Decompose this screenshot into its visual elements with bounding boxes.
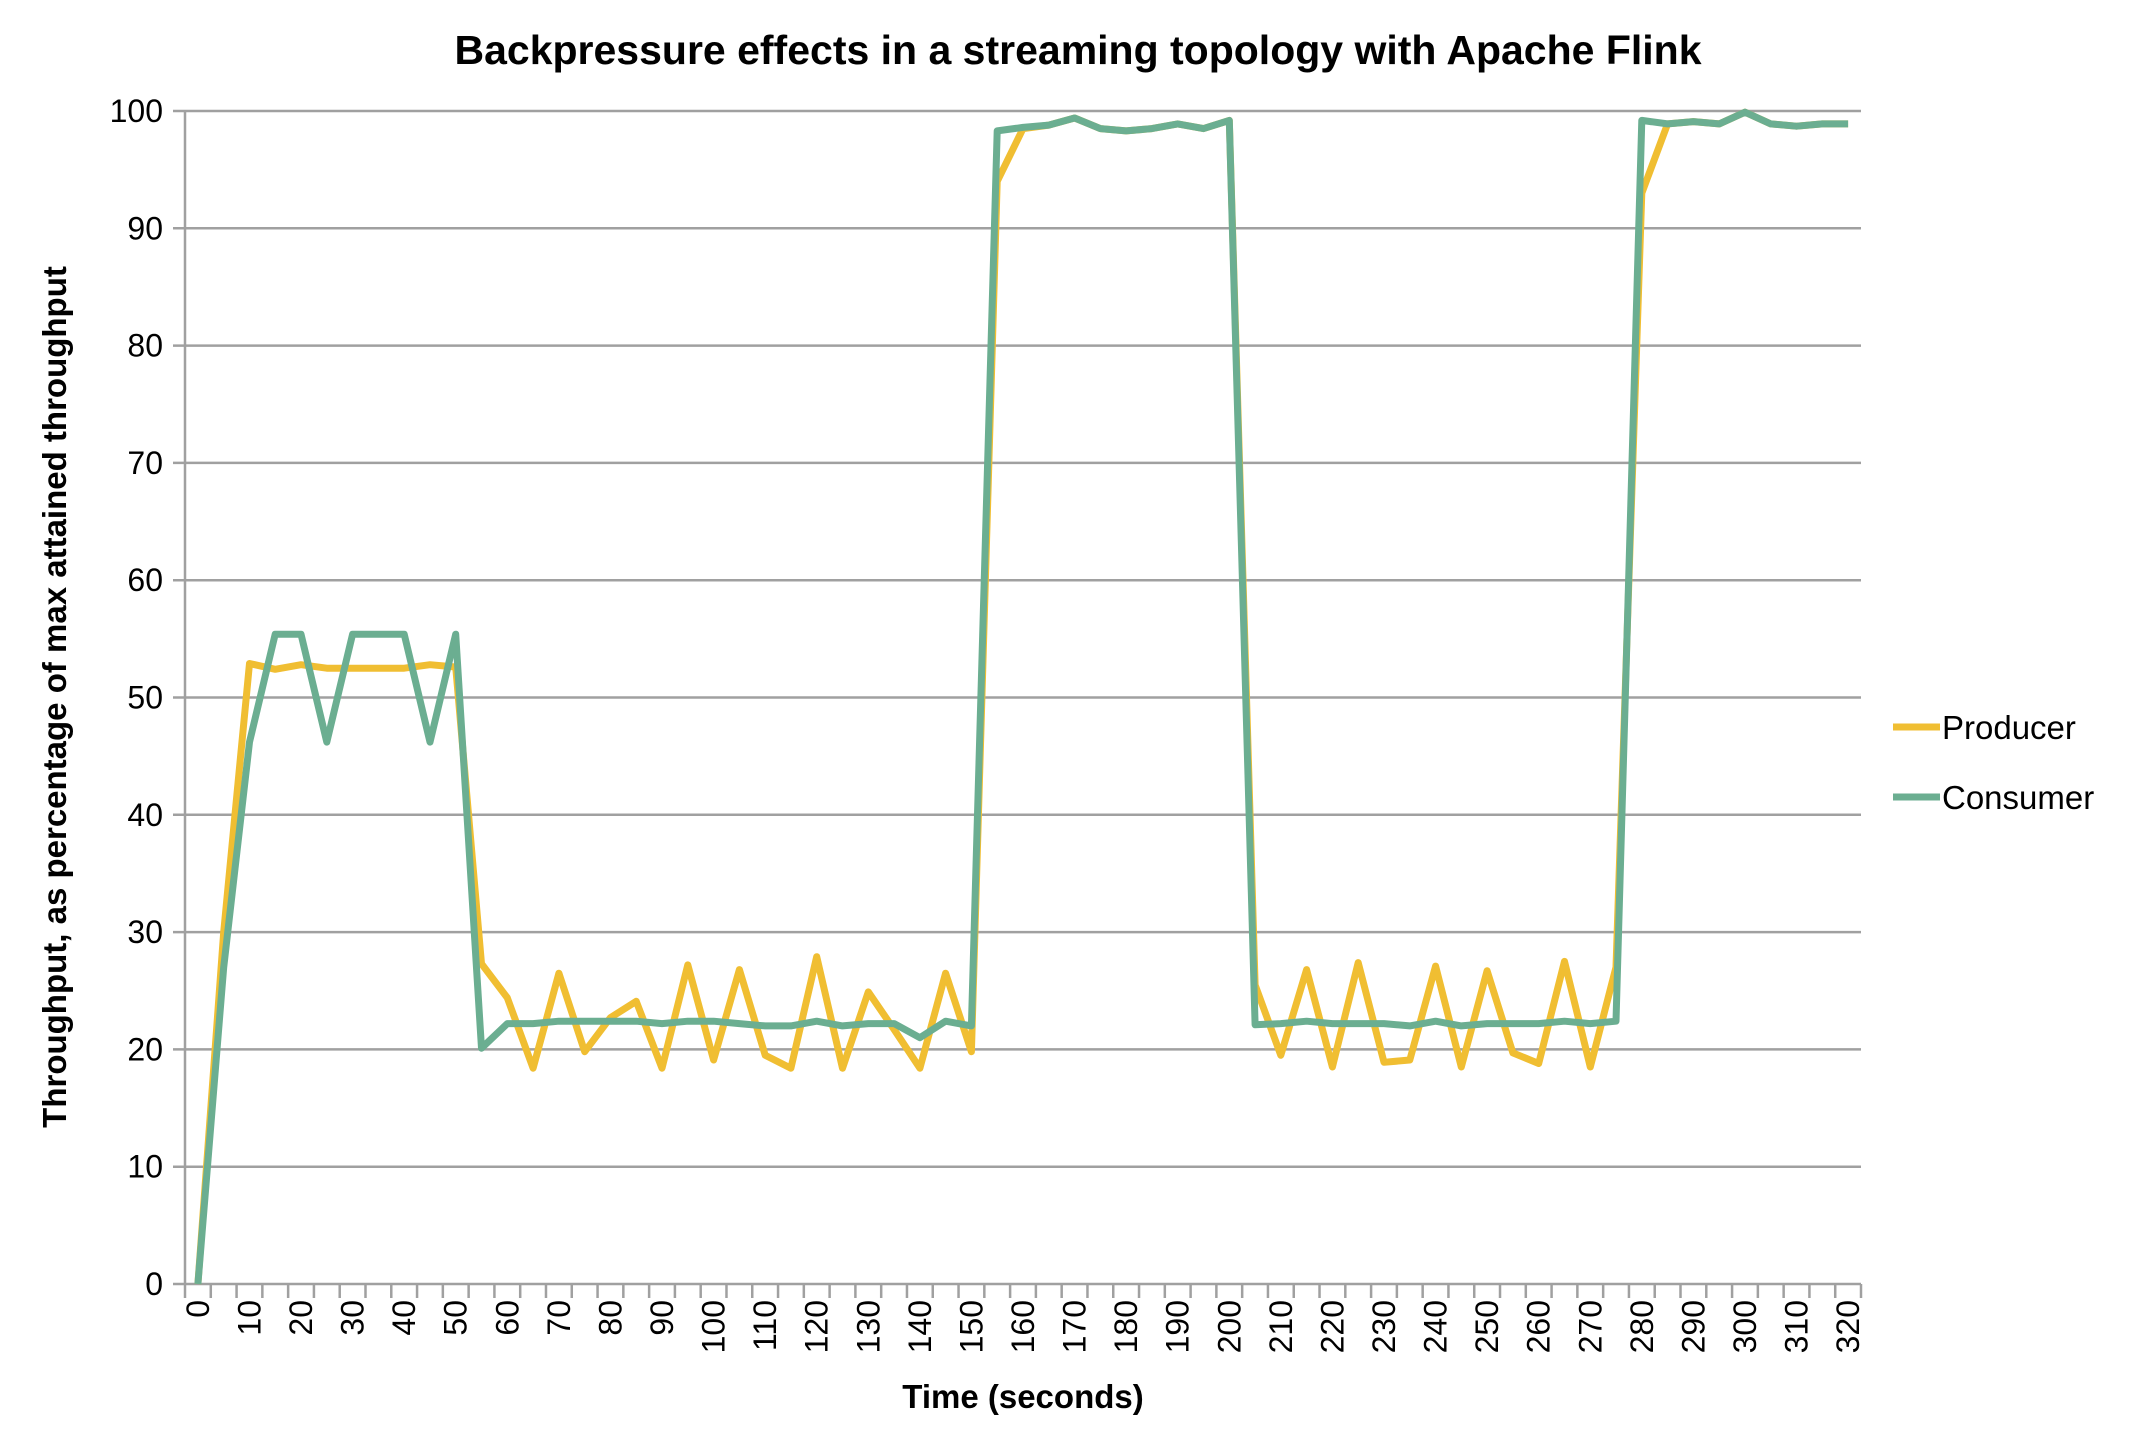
y-tick-label: 30 xyxy=(127,914,163,950)
legend: Producer Consumer xyxy=(1893,709,2094,816)
x-tick-label: 300 xyxy=(1727,1300,1763,1353)
x-tick-label: 20 xyxy=(283,1300,319,1336)
x-tick-label: 220 xyxy=(1314,1300,1350,1353)
x-axis-title: Time (seconds) xyxy=(902,1378,1143,1415)
x-tick-label: 160 xyxy=(1005,1300,1041,1353)
x-tick-label: 130 xyxy=(850,1300,886,1353)
x-tick-label: 70 xyxy=(541,1300,577,1336)
x-tick-label: 290 xyxy=(1675,1300,1711,1353)
x-tick-label: 140 xyxy=(902,1300,938,1353)
x-tick-label: 170 xyxy=(1057,1300,1093,1353)
y-tick-label: 100 xyxy=(110,93,163,129)
chart-title: Backpressure effects in a streaming topo… xyxy=(454,27,1701,73)
x-tick-label: 190 xyxy=(1160,1300,1196,1353)
x-tick-label: 80 xyxy=(592,1300,628,1336)
y-tick-label: 80 xyxy=(127,328,163,364)
x-tick-label: 230 xyxy=(1366,1300,1402,1353)
x-tick-labels: 0 10 20 30 40 50 60 70 80 90 100 110 120 130 140 150 160… xyxy=(180,1300,1866,1353)
x-tick-label: 270 xyxy=(1572,1300,1608,1353)
x-tick-label: 110 xyxy=(747,1300,783,1351)
x-tick-label: 310 xyxy=(1779,1300,1815,1353)
y-tick-label: 40 xyxy=(127,797,163,833)
legend-label-consumer: Consumer xyxy=(1942,779,2094,816)
series-line-consumer xyxy=(194,108,1849,1285)
x-tick-label: 10 xyxy=(231,1300,267,1336)
y-tick-labels: 0 10 20 30 40 50 60 70 80 90 100 xyxy=(110,93,163,1302)
x-tick-label: 280 xyxy=(1624,1300,1660,1353)
x-tick-label: 260 xyxy=(1521,1300,1557,1353)
x-tick-label: 200 xyxy=(1211,1300,1247,1353)
x-tick-label: 320 xyxy=(1830,1300,1866,1353)
y-tick-label: 60 xyxy=(127,562,163,598)
x-tick-label: 180 xyxy=(1108,1300,1144,1353)
x-tick-label: 250 xyxy=(1469,1300,1505,1353)
x-tick-label: 150 xyxy=(953,1300,989,1353)
x-tick-label: 90 xyxy=(644,1300,680,1336)
series-lines xyxy=(194,108,1849,1285)
y-tick-label: 90 xyxy=(127,210,163,246)
x-tick-label: 240 xyxy=(1418,1300,1454,1353)
x-tick-label: 30 xyxy=(335,1300,371,1336)
x-tick-label: 40 xyxy=(386,1300,422,1336)
gridlines xyxy=(173,109,1863,1298)
y-tick-label: 50 xyxy=(127,680,163,716)
x-tick-label: 120 xyxy=(799,1300,835,1353)
x-tick-label: 60 xyxy=(489,1300,525,1336)
y-tick-label: 20 xyxy=(127,1031,163,1067)
legend-label-producer: Producer xyxy=(1942,709,2076,746)
x-tick-label: 100 xyxy=(696,1300,732,1353)
y-tick-label: 0 xyxy=(145,1266,163,1302)
y-tick-label: 70 xyxy=(127,445,163,481)
y-axis-title: Throughput, as percentage of max attaine… xyxy=(36,266,73,1128)
x-tick-label: 0 xyxy=(180,1300,216,1318)
y-tick-label: 10 xyxy=(127,1149,163,1185)
x-tick-label: 50 xyxy=(438,1300,474,1336)
x-tick-label: 210 xyxy=(1263,1300,1299,1353)
